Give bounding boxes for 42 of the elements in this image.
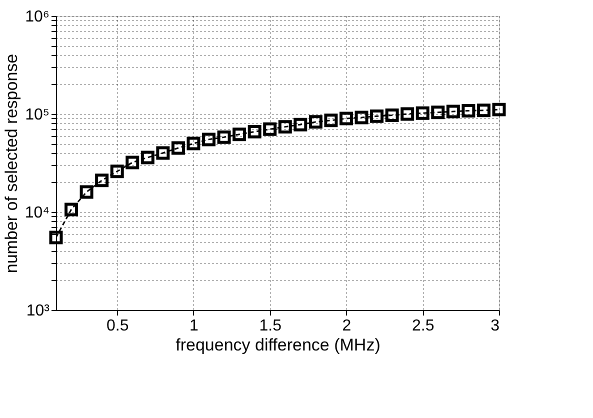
point — [232, 128, 246, 142]
y-tick-label: 10⁴ — [24, 204, 50, 222]
x-tick-label: 0.5 — [106, 318, 129, 334]
point — [462, 104, 476, 118]
point — [248, 124, 262, 138]
point — [126, 156, 140, 170]
x-tick-label: 2 — [342, 318, 352, 334]
point — [278, 120, 292, 134]
point — [354, 110, 368, 124]
y-tick-label: 10⁶ — [25, 8, 50, 26]
point — [110, 164, 124, 178]
y-tick-label: 10³ — [26, 302, 50, 320]
point — [140, 150, 154, 164]
point — [171, 141, 185, 155]
x-tick-label: 3 — [490, 318, 500, 334]
y-axis-title: number of selected response — [2, 54, 21, 274]
point — [416, 106, 430, 120]
point — [217, 130, 231, 144]
x-tick-label: 2.5 — [412, 318, 434, 334]
point — [80, 185, 94, 199]
point — [95, 174, 109, 188]
x-tick-label: 1.5 — [259, 318, 282, 334]
point — [64, 202, 78, 216]
point — [385, 108, 399, 122]
point — [186, 136, 200, 150]
point — [492, 102, 506, 116]
point — [431, 106, 445, 120]
point — [156, 146, 170, 160]
x-axis-title: frequency difference (MHz) — [176, 336, 380, 354]
point — [294, 118, 308, 132]
x-tick-label: 1 — [190, 318, 199, 334]
point — [49, 230, 63, 244]
point — [263, 122, 277, 136]
point — [308, 115, 322, 129]
point — [339, 112, 353, 126]
point — [400, 107, 414, 121]
y-tick-label: 10⁵ — [25, 106, 50, 124]
point — [324, 114, 338, 128]
point — [446, 104, 460, 118]
point — [476, 104, 490, 118]
point — [202, 132, 216, 146]
point — [370, 109, 384, 123]
